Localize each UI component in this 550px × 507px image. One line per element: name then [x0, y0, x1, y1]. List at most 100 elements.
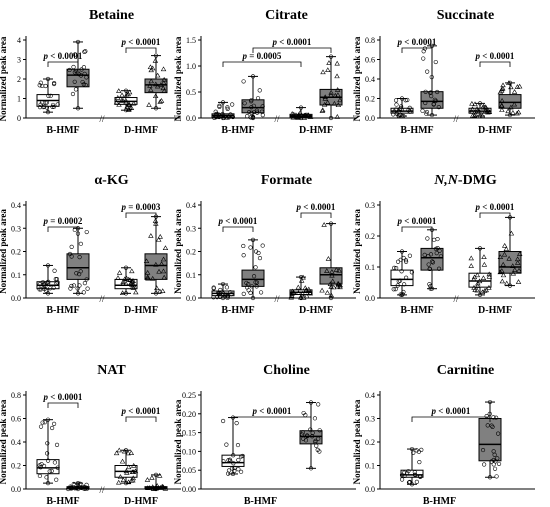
- pvalue-bracket: p < 0.0001: [397, 37, 437, 53]
- data-point: [125, 450, 131, 456]
- pvalue-value: < 0.0001: [223, 216, 258, 226]
- box-1: [241, 237, 265, 301]
- data-point: [231, 461, 236, 466]
- data-point: [322, 95, 328, 101]
- data-point-min: [507, 283, 513, 288]
- data-point: [119, 290, 126, 295]
- data-point: [301, 436, 306, 441]
- axis-break: //: [99, 294, 105, 304]
- data-point: [407, 253, 412, 258]
- bracket-line: [222, 61, 302, 67]
- data-point: [407, 105, 412, 110]
- data-point: [394, 102, 399, 107]
- group-label: B-HMF: [46, 496, 79, 507]
- box-2: [113, 88, 138, 113]
- y-tick-label: 0.1: [365, 263, 375, 272]
- data-point: [324, 99, 331, 105]
- pvalue-symbol: p: [43, 51, 49, 61]
- data-point: [248, 290, 253, 295]
- data-point: [299, 290, 306, 296]
- y-tick-label: 0.3: [11, 224, 21, 233]
- data-point: [43, 100, 48, 105]
- y-tick-label: 0.1: [11, 271, 21, 280]
- data-point-max: [477, 101, 483, 106]
- panel-title: Carnitine: [437, 363, 495, 378]
- axis-break: //: [453, 114, 459, 124]
- data-point: [49, 468, 54, 474]
- y-tick-label: 0.1: [365, 462, 375, 471]
- data-point: [84, 229, 89, 235]
- data-point-min: [409, 482, 415, 487]
- data-point: [331, 284, 337, 290]
- data-point: [315, 447, 320, 452]
- y-tick-label: 0.0: [365, 294, 375, 303]
- box-iqr: [498, 251, 522, 274]
- data-point: [414, 479, 419, 484]
- data-point: [123, 97, 129, 103]
- data-point: [123, 281, 129, 286]
- box-1: [420, 227, 444, 291]
- data-point: [295, 290, 302, 295]
- data-point: [148, 233, 154, 238]
- data-point: [78, 73, 84, 78]
- data-point: [438, 254, 443, 259]
- data-point: [221, 418, 226, 424]
- y-tick-label: 0.2: [365, 232, 375, 241]
- data-point: [148, 78, 154, 84]
- data-point: [82, 281, 87, 286]
- data-point: [120, 281, 126, 286]
- data-point: [152, 218, 159, 223]
- data-point: [399, 269, 404, 274]
- pvalue-value: < 0.0001: [126, 406, 161, 416]
- data-point: [153, 261, 159, 267]
- data-point: [54, 276, 60, 282]
- data-point: [211, 286, 216, 291]
- data-point: [124, 469, 130, 475]
- data-point: [398, 257, 403, 262]
- data-point: [217, 290, 222, 295]
- data-point: [334, 87, 341, 92]
- data-point: [127, 277, 133, 282]
- y-tick-label: 0.10: [182, 447, 196, 456]
- data-point-min: [328, 295, 334, 301]
- data-point: [211, 295, 216, 300]
- group-label: B-HMF: [221, 305, 254, 316]
- data-point: [320, 69, 326, 75]
- data-point: [402, 470, 407, 475]
- pvalue-label: p < 0.0001: [397, 37, 437, 47]
- data-point: [288, 292, 295, 298]
- bracket-line: [300, 212, 332, 218]
- pvalue-value: < 0.0001: [48, 392, 83, 402]
- data-point: [425, 236, 430, 241]
- data-point: [246, 281, 251, 287]
- data-point: [238, 469, 244, 474]
- data-point: [306, 286, 312, 292]
- data-point: [69, 283, 74, 289]
- data-point: [41, 282, 47, 287]
- data-point-min: [477, 292, 483, 298]
- pvalue-value: < 0.0001: [480, 51, 515, 61]
- box-0: [390, 96, 414, 119]
- bracket-line: [401, 47, 433, 53]
- pvalue-bracket: p < 0.0001: [475, 202, 515, 218]
- data-point: [406, 480, 412, 485]
- bracket-line: [411, 416, 491, 422]
- data-point-max: [220, 100, 226, 105]
- y-tick-label: 0.8: [11, 391, 21, 400]
- data-point: [69, 254, 74, 259]
- data-point: [42, 104, 47, 109]
- data-point: [46, 281, 51, 286]
- data-point-min: [230, 471, 236, 477]
- bracket-line: [47, 402, 79, 408]
- data-point: [72, 79, 77, 84]
- y-tick-label: 0.2: [11, 248, 21, 257]
- data-point: [403, 275, 409, 280]
- data-point: [421, 49, 426, 54]
- y-tick-label: 3: [17, 56, 21, 65]
- y-tick-label: 1: [17, 95, 21, 104]
- data-point: [248, 245, 253, 250]
- data-point: [403, 258, 409, 263]
